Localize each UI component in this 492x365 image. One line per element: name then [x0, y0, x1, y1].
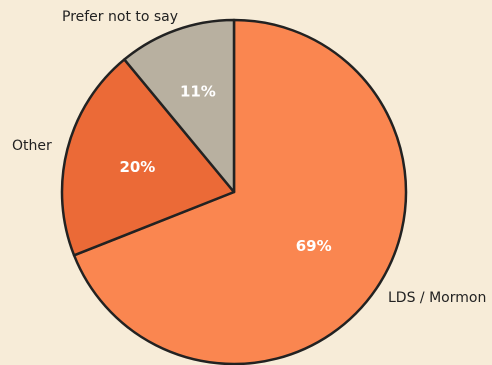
slices-layer — [60, 18, 408, 365]
pie-slice-other — [60, 58, 236, 257]
outer-labels-layer: LDS / Mormon Other Prefer not to say — [12, 9, 486, 306]
slice-percent-label: 11% — [180, 83, 216, 101]
slice-percent-label: 69% — [296, 237, 332, 255]
slice-category-label: Other — [12, 138, 52, 154]
pie-slice-prefer-not-to-say — [123, 18, 236, 194]
percent-labels-layer: 69% 20% 11% — [119, 83, 331, 255]
slice-category-label: Prefer not to say — [62, 9, 178, 25]
slice-category-label: LDS / Mormon — [388, 290, 486, 306]
pie-slice-lds-mormon — [72, 18, 408, 365]
slice-percent-label: 20% — [119, 158, 155, 176]
